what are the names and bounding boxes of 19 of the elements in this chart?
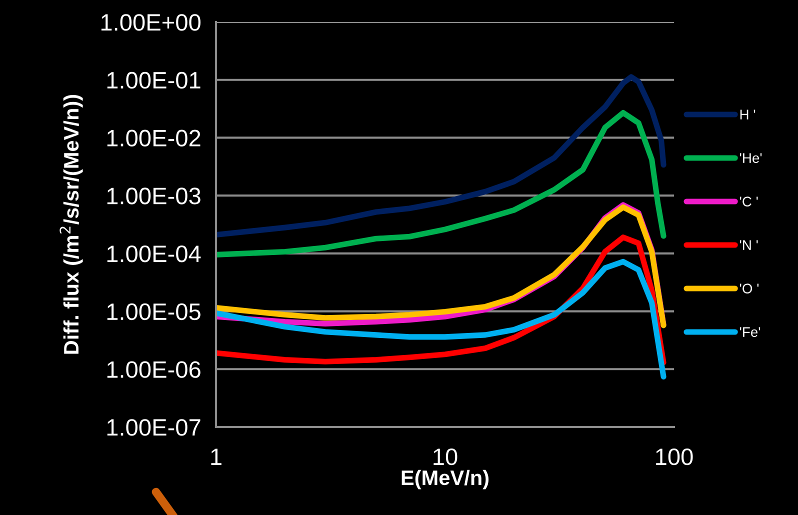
y-tick-label: 1.00E-02 [107, 130, 200, 146]
legend-label: 'O ' [740, 284, 759, 294]
y-tick-label: 1.00E-05 [107, 303, 200, 320]
x-axis-title: E(MeV/n) [402, 470, 489, 490]
y-tick-label: 1.00E+00 [101, 14, 200, 31]
y-tick-label: 1.00E-04 [107, 245, 201, 262]
y-tick-label: 1.00E-03 [107, 188, 200, 204]
legend-label: 'He' [740, 153, 762, 163]
legend-label: 'C ' [740, 196, 758, 206]
legend-label: 'Fe' [740, 327, 760, 337]
y-axis-title: Diff. flux (/m$^{2}$/s/sr/(MeV/n)) [60, 94, 83, 354]
y-tick-label: 1.00E-06 [107, 361, 200, 378]
legend-label: H ' [740, 110, 756, 120]
x-tick-label: 10 [434, 448, 458, 466]
x-tick-label: 100 [656, 448, 693, 466]
y-tick-label: 1.00E-07 [107, 419, 200, 436]
y-tick-label: 1.00E-01 [107, 72, 200, 89]
x-tick-label: 1 [211, 448, 222, 465]
legend-label: 'N ' [740, 240, 758, 250]
